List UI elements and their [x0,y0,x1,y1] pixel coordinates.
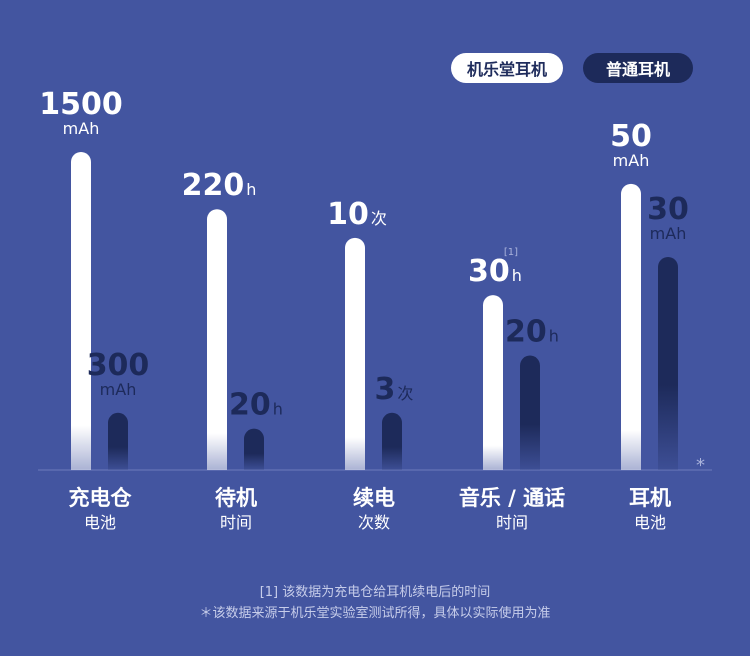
label-ordinary-unit: h [549,327,559,346]
label-ordinary-value: 20 [505,315,547,350]
label-jiletang: 10 次 [327,197,387,232]
bar-jiletang [621,183,641,470]
category-name: 音乐 / 通话 [458,486,566,510]
category-name: 充电仓 [68,486,132,510]
label-jiletang-value: 10 [327,197,369,232]
bar-jiletang [345,237,365,470]
label-jiletang-value: 1500 [39,87,123,122]
label-jiletang-unit: mAh [63,119,100,138]
label-jiletang-unit: 次 [371,209,387,228]
bar-ordinary [658,256,678,470]
bar-ordinary [244,428,264,470]
label-ordinary-unit: 次 [397,384,413,403]
label-jiletang-value: 220 [182,168,245,203]
category-label: 耳机 电池 [580,484,720,534]
footnote-2: ＊该数据来源于机乐堂实验室测试所得，具体以实际使用为准 [199,606,551,621]
category-subtitle: 时间 [495,513,528,532]
label-jiletang-value: 50 [610,119,652,154]
label-ordinary: 20 h [229,388,283,423]
asterisk-mark: * [696,455,705,476]
label-jiletang-unit: h [512,266,522,285]
category-name: 耳机 [629,486,671,510]
category-label: 充电仓 电池 [30,484,170,534]
label-jiletang-unit: h [246,180,256,199]
label-ordinary-value: 20 [229,388,271,423]
category-label: 音乐 / 通话 时间 [442,484,582,534]
label-jiletang-value: 30 [468,254,510,289]
label-ordinary-unit: mAh [650,224,687,243]
bar-ordinary [520,355,540,470]
bar-ordinary [382,412,402,470]
legend-item-ordinary: 普通耳机 [583,53,693,83]
label-ordinary-unit: mAh [100,380,137,399]
category-subtitle: 时间 [219,513,252,532]
footnote-1: [1] 该数据为充电仓给耳机续电后的时间 [259,585,491,600]
label-jiletang-unit: mAh [613,151,650,170]
bar-jiletang [71,152,91,470]
bar-jiletang [207,209,227,470]
category-name: 续电 [353,486,395,510]
label-ordinary: 20 h [505,315,559,350]
label-ordinary-value: 30 [647,192,689,227]
category-label: 待机 时间 [166,484,306,534]
category-subtitle: 电池 [83,513,116,532]
category-subtitle: 次数 [357,513,390,532]
bar-ordinary [108,412,128,470]
label-ordinary-value: 3 [375,372,396,407]
label-jiletang: 220 h [182,168,257,203]
label-ordinary-value: 300 [87,348,150,383]
category-subtitle: 电池 [633,513,666,532]
category-name: 待机 [215,486,257,510]
label-ordinary-unit: h [273,400,283,419]
label-jiletang-note: [1] [504,247,518,258]
legend-item-jiletang: 机乐堂耳机 [451,53,563,83]
label-jiletang: 30 h [468,254,522,289]
category-label: 续电 次数 [304,484,444,534]
bar-jiletang [483,295,503,470]
